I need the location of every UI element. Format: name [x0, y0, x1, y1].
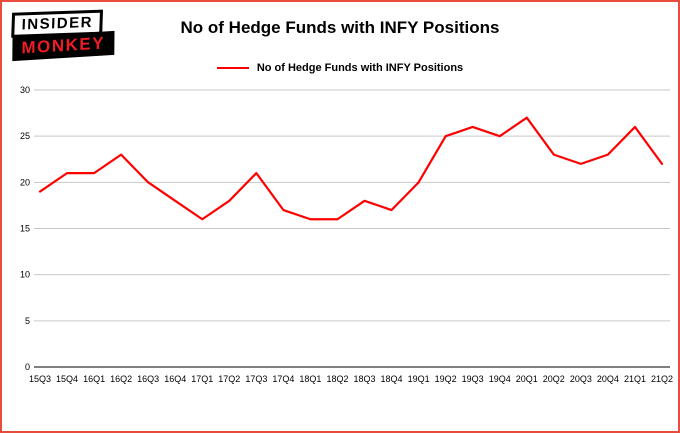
x-tick-label: 19Q3 — [462, 374, 484, 384]
x-tick-label: 20Q4 — [597, 374, 619, 384]
x-tick-label: 17Q4 — [272, 374, 294, 384]
y-tick-label: 0 — [25, 362, 30, 372]
x-tick-label: 15Q4 — [56, 374, 78, 384]
x-tick-label: 17Q1 — [191, 374, 213, 384]
x-tick-label: 17Q2 — [218, 374, 240, 384]
x-tick-label: 21Q2 — [651, 374, 673, 384]
series-line — [38, 116, 664, 221]
x-tick-label: 18Q4 — [381, 374, 403, 384]
y-tick-label: 10 — [20, 270, 30, 280]
x-tick-label: 16Q3 — [137, 374, 159, 384]
x-tick-label: 20Q3 — [570, 374, 592, 384]
insider-monkey-logo: INSIDER MONKEY — [11, 9, 115, 62]
x-tick-label: 18Q3 — [354, 374, 376, 384]
legend: No of Hedge Funds with INFY Positions — [2, 62, 678, 74]
line-chart: 0 5 10 15 20 25 30 15Q3 15Q4 16Q1 16Q2 16Q3 16Q4 17Q1… — [20, 85, 673, 384]
x-tick-label: 17Q3 — [245, 374, 267, 384]
chart-title: No of Hedge Funds with INFY Positions — [180, 18, 500, 37]
y-tick-label: 30 — [20, 85, 30, 95]
logo-monkey-text: MONKEY — [12, 30, 115, 62]
x-tick-label: 20Q1 — [516, 374, 538, 384]
x-tick-label: 19Q4 — [489, 374, 511, 384]
x-tick-label: 16Q4 — [164, 374, 186, 384]
x-tick-label: 16Q2 — [110, 374, 132, 384]
legend-label: No of Hedge Funds with INFY Positions — [256, 62, 464, 74]
y-tick-label: 20 — [20, 177, 30, 187]
x-tick-label: 19Q1 — [408, 374, 430, 384]
y-tick-label: 5 — [25, 316, 30, 326]
x-tick-label: 20Q2 — [543, 374, 565, 384]
x-tick-label: 19Q2 — [435, 374, 457, 384]
y-tick-label: 15 — [20, 224, 30, 234]
x-tick-label: 21Q1 — [624, 374, 646, 384]
x-tick-label: 16Q1 — [83, 374, 105, 384]
x-tick-label: 18Q2 — [326, 374, 348, 384]
legend-line-swatch — [216, 67, 249, 69]
y-tick-label: 25 — [20, 131, 30, 141]
x-tick-label: 18Q1 — [299, 374, 321, 384]
x-tick-label: 15Q3 — [29, 374, 51, 384]
